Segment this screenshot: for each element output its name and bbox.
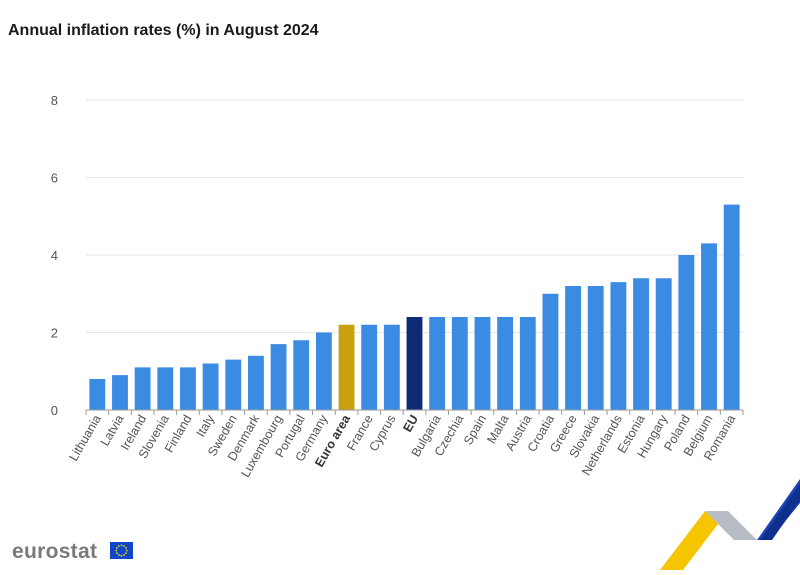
bar-luxembourg — [270, 344, 287, 410]
bar-lithuania — [89, 379, 106, 410]
bar-latvia — [112, 375, 128, 410]
bar-romania — [723, 204, 740, 410]
bar-estonia — [633, 278, 649, 410]
bar-eu — [406, 317, 423, 410]
bar-slovenia — [157, 367, 174, 410]
bar-sweden — [225, 359, 242, 410]
x-axis — [85, 409, 744, 415]
bar-denmark — [247, 355, 264, 410]
y-tick-label: 6 — [51, 171, 58, 186]
bar-finland — [180, 367, 196, 410]
bar-ireland — [134, 367, 151, 410]
bar-germany — [315, 332, 332, 410]
bar-netherlands — [610, 282, 627, 410]
bar-czechia — [451, 317, 468, 410]
eu-flag-icon — [110, 542, 133, 559]
bars — [89, 204, 740, 410]
eurostat-logo: eurostat — [12, 540, 98, 563]
y-axis-ticks: 0 2 4 6 8 — [51, 93, 58, 418]
chart-title: Annual inflation rates (%) in August 202… — [8, 22, 319, 39]
bar-belgium — [701, 243, 717, 410]
bar-france — [361, 324, 378, 410]
y-tick-label: 0 — [51, 403, 58, 418]
bar-portugal — [293, 340, 310, 410]
bar-greece — [565, 286, 582, 410]
y-tick-label: 4 — [51, 248, 58, 263]
bar-cyprus — [383, 324, 400, 410]
y-tick-label: 8 — [51, 93, 58, 108]
bar-austria — [519, 317, 536, 410]
bar-hungary — [655, 278, 672, 410]
bar-italy — [202, 363, 219, 410]
bar-malta — [497, 317, 514, 410]
y-tick-label: 2 — [51, 326, 58, 341]
bar-euro-area — [338, 324, 355, 410]
bar-spain — [474, 317, 491, 410]
bar-croatia — [542, 293, 559, 410]
bar-bulgaria — [429, 317, 446, 410]
bar-poland — [678, 255, 695, 410]
bar-slovakia — [587, 286, 604, 410]
